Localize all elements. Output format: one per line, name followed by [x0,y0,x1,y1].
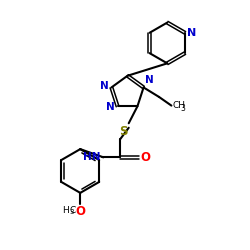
Text: N: N [187,28,196,38]
Text: N: N [100,82,109,92]
Text: N: N [145,76,154,86]
Text: 3: 3 [180,104,185,113]
Text: S: S [119,124,128,138]
Text: 3: 3 [70,208,74,214]
Text: N: N [106,102,114,112]
Text: C: C [69,206,75,214]
Text: O: O [75,205,85,218]
Text: CH: CH [172,101,186,110]
Text: O: O [141,151,151,164]
Text: H: H [62,206,69,214]
Text: HN: HN [83,152,101,162]
